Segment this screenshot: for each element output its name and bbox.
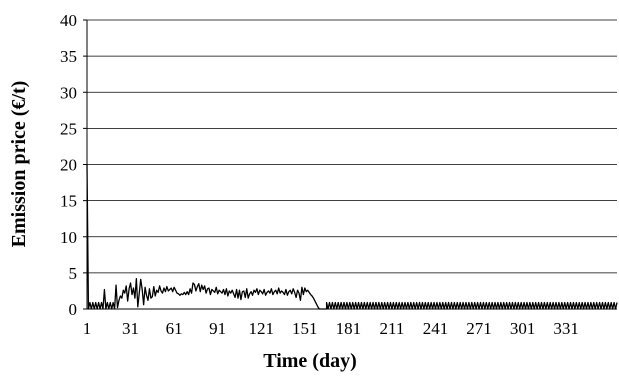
gridlines (83, 19, 617, 310)
x-tick-labels: 1 31 61 91 121 151 181 211 241 271 301 331 (83, 319, 579, 338)
emission-price-line (86, 164, 618, 310)
x-tick-label: 61 (166, 319, 183, 338)
series (86, 164, 618, 310)
y-tick-label: 35 (60, 47, 77, 66)
y-tick-label: 15 (60, 192, 77, 211)
x-tick-label: 91 (209, 319, 226, 338)
y-tick-label: 10 (60, 228, 77, 247)
x-tick-label: 211 (379, 319, 404, 338)
y-tick-labels: 0 5 10 15 20 25 30 35 40 (60, 11, 77, 319)
y-tick-label: 30 (60, 83, 77, 102)
x-axis-title: Time (day) (263, 350, 357, 372)
y-tick-label: 0 (69, 300, 78, 319)
y-tick-label: 20 (60, 156, 77, 175)
y-tick-label: 40 (60, 11, 77, 30)
x-tick-label: 31 (122, 319, 139, 338)
x-tick-label: 241 (423, 319, 449, 338)
y-tick-label: 25 (60, 119, 77, 138)
x-tick-label: 1 (83, 319, 92, 338)
x-tick-label: 301 (510, 319, 536, 338)
x-tick-label: 121 (248, 319, 274, 338)
y-tick-label: 5 (69, 264, 78, 283)
x-tick-label: 271 (466, 319, 492, 338)
y-axis-title: Emission price (€/t) (8, 81, 30, 248)
x-tick-label: 181 (336, 319, 362, 338)
x-tick-label: 151 (292, 319, 318, 338)
x-tick-label: 331 (553, 319, 579, 338)
